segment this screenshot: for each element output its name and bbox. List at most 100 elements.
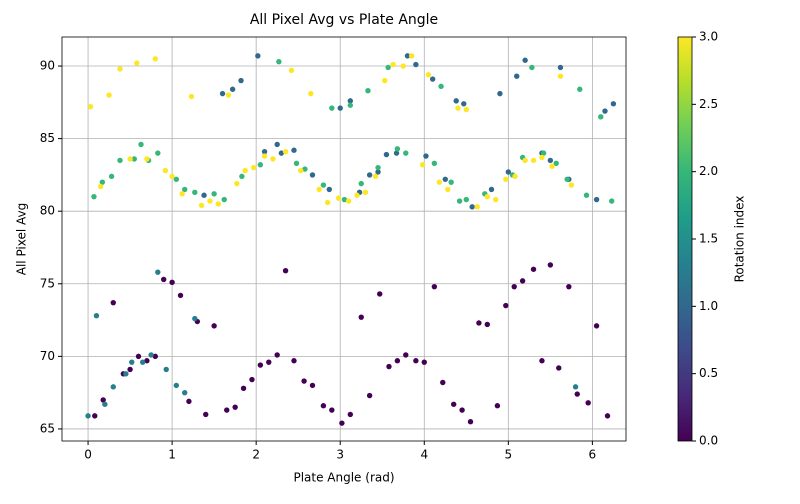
point xyxy=(602,108,608,114)
point xyxy=(108,173,115,180)
point xyxy=(188,93,195,100)
point xyxy=(494,403,501,409)
point xyxy=(385,64,391,71)
point xyxy=(461,101,467,107)
point xyxy=(242,167,248,174)
point xyxy=(547,157,554,164)
point xyxy=(445,186,451,193)
colorbar-tick-label: 1.5 xyxy=(699,232,718,246)
point xyxy=(354,192,360,198)
point xyxy=(503,176,509,182)
point xyxy=(566,283,572,290)
x-tick-label: 3 xyxy=(336,448,344,462)
point xyxy=(366,172,373,178)
point xyxy=(152,353,158,360)
point xyxy=(403,352,409,358)
chart-title: All Pixel Avg vs Plate Angle xyxy=(250,12,438,28)
point xyxy=(593,196,600,203)
x-axis-label: Plate Angle (rad) xyxy=(293,471,394,485)
point xyxy=(215,201,222,207)
x-tick-label: 2 xyxy=(252,448,260,462)
point xyxy=(97,183,104,190)
point xyxy=(232,404,238,410)
point xyxy=(155,269,161,275)
point xyxy=(347,411,354,418)
point xyxy=(257,362,264,368)
point xyxy=(179,191,185,197)
point xyxy=(134,60,140,66)
point xyxy=(421,359,427,365)
point xyxy=(291,358,297,364)
point xyxy=(203,411,209,418)
point xyxy=(274,141,280,148)
point xyxy=(173,382,180,389)
point xyxy=(144,156,150,162)
point xyxy=(282,268,289,274)
point xyxy=(117,157,123,164)
point xyxy=(372,173,379,180)
point xyxy=(442,176,448,182)
point xyxy=(93,313,100,319)
point xyxy=(423,153,429,159)
point xyxy=(436,179,443,185)
point xyxy=(358,314,364,320)
point xyxy=(440,379,446,386)
point xyxy=(257,162,264,168)
point xyxy=(497,90,503,97)
point xyxy=(539,358,545,364)
point xyxy=(152,56,158,62)
colorbar-tick-label: 3.0 xyxy=(699,30,718,44)
point xyxy=(377,291,383,297)
point xyxy=(326,186,332,193)
point xyxy=(329,105,335,111)
point xyxy=(293,160,300,166)
point xyxy=(329,407,335,413)
point xyxy=(438,83,444,90)
point xyxy=(221,196,227,203)
point xyxy=(547,262,554,268)
point xyxy=(408,53,415,59)
point xyxy=(404,53,411,59)
point xyxy=(148,352,154,358)
point xyxy=(224,407,230,413)
point xyxy=(182,389,188,396)
point xyxy=(431,283,438,290)
point xyxy=(493,196,499,203)
point xyxy=(400,63,406,69)
y-tick-label: 70 xyxy=(40,349,55,363)
x-tick-label: 0 xyxy=(84,448,92,462)
point xyxy=(240,385,247,392)
point xyxy=(347,98,354,104)
point xyxy=(192,315,198,322)
point xyxy=(459,407,465,413)
point xyxy=(261,148,268,155)
point xyxy=(91,193,97,200)
point xyxy=(394,358,401,364)
point xyxy=(577,86,583,92)
point xyxy=(161,276,167,283)
point xyxy=(301,378,307,384)
x-tick-label: 4 xyxy=(420,448,428,462)
point xyxy=(99,179,106,185)
point xyxy=(127,156,133,162)
point xyxy=(539,154,545,161)
point xyxy=(102,401,108,407)
y-axis-label: All Pixel Avg xyxy=(15,203,29,276)
point xyxy=(366,392,373,399)
point xyxy=(339,420,345,426)
point xyxy=(320,182,327,188)
point xyxy=(144,358,150,364)
point xyxy=(556,365,562,371)
point xyxy=(298,167,304,174)
point xyxy=(337,105,343,111)
point xyxy=(192,189,198,196)
point xyxy=(309,382,316,389)
point xyxy=(186,398,192,405)
point xyxy=(484,193,491,200)
point xyxy=(593,323,600,329)
point xyxy=(123,371,129,377)
point xyxy=(110,384,116,390)
x-tick-label: 6 xyxy=(589,448,597,462)
